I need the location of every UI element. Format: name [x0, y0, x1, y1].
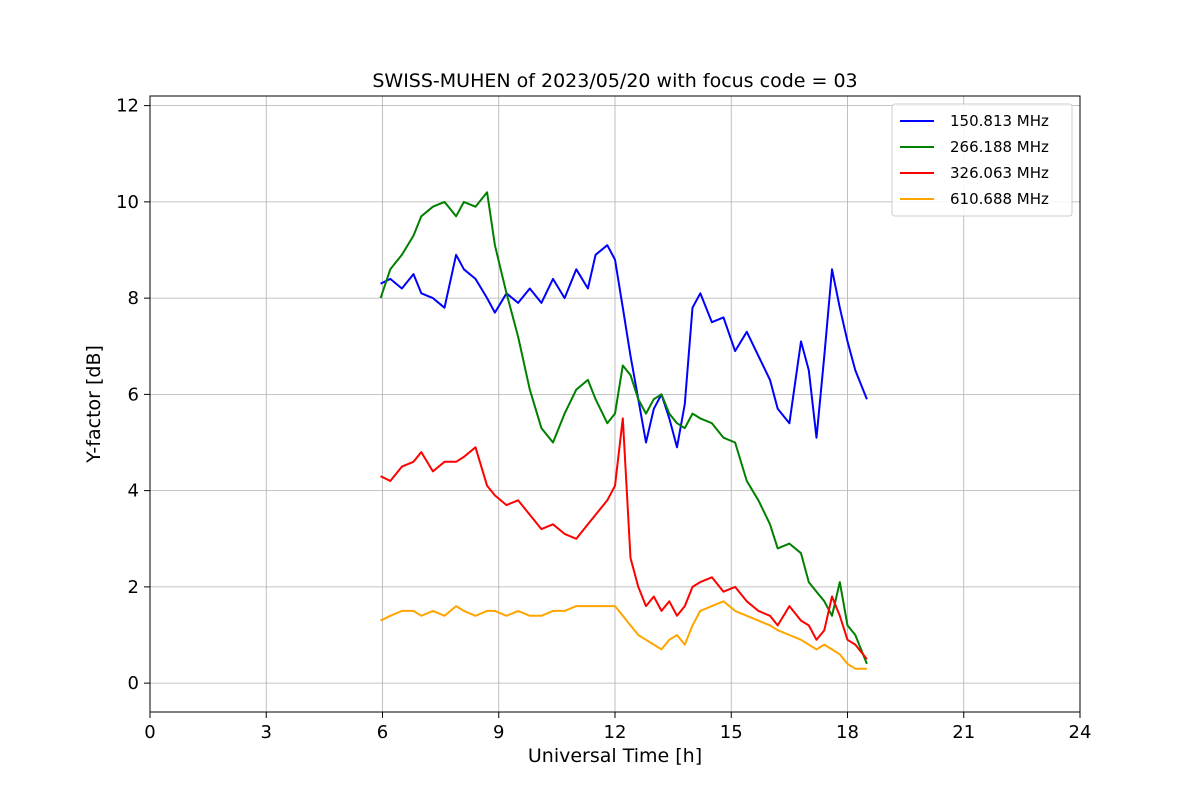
- series-line-3: [380, 417, 868, 660]
- x-axis-title: Universal Time [h]: [528, 745, 702, 767]
- x-tick-label: 15: [720, 722, 743, 743]
- chart-title: SWISS-MUHEN of 2023/05/20 with focus cod…: [372, 70, 857, 92]
- x-tick-label: 18: [836, 722, 859, 743]
- x-tick-label: 21: [952, 722, 975, 743]
- y-tick-label: 12: [116, 96, 139, 117]
- y-axis-title: Y-factor [dB]: [83, 345, 105, 464]
- x-tick-label: 3: [261, 722, 272, 743]
- legend-label: 326.063 MHz: [950, 164, 1049, 182]
- x-tick-label: 0: [144, 722, 155, 743]
- y-tick-label: 2: [128, 577, 139, 598]
- x-tick-label: 6: [377, 722, 388, 743]
- y-tick-label: 4: [128, 481, 139, 502]
- x-tick-label: 9: [493, 722, 504, 743]
- series-line-4: [380, 600, 867, 670]
- legend-label: 610.688 MHz: [950, 190, 1049, 208]
- legend-label: 266.188 MHz: [950, 138, 1049, 156]
- y-tick-label: 6: [128, 384, 139, 405]
- y-tick-label: 0: [128, 673, 139, 694]
- x-tick-label: 12: [604, 722, 627, 743]
- series-line-2: [379, 191, 868, 665]
- x-tick-label: 24: [1069, 722, 1092, 743]
- legend-box: [891, 103, 1073, 217]
- legend: 150.813 MHz 266.188 MHz 326.063 MHz 610.688…: [891, 103, 1073, 217]
- y-tick-label: 8: [128, 288, 139, 309]
- plot-series: [379, 191, 868, 670]
- y-tick-label: 10: [116, 192, 139, 213]
- legend-label: 150.813 MHz: [950, 112, 1049, 130]
